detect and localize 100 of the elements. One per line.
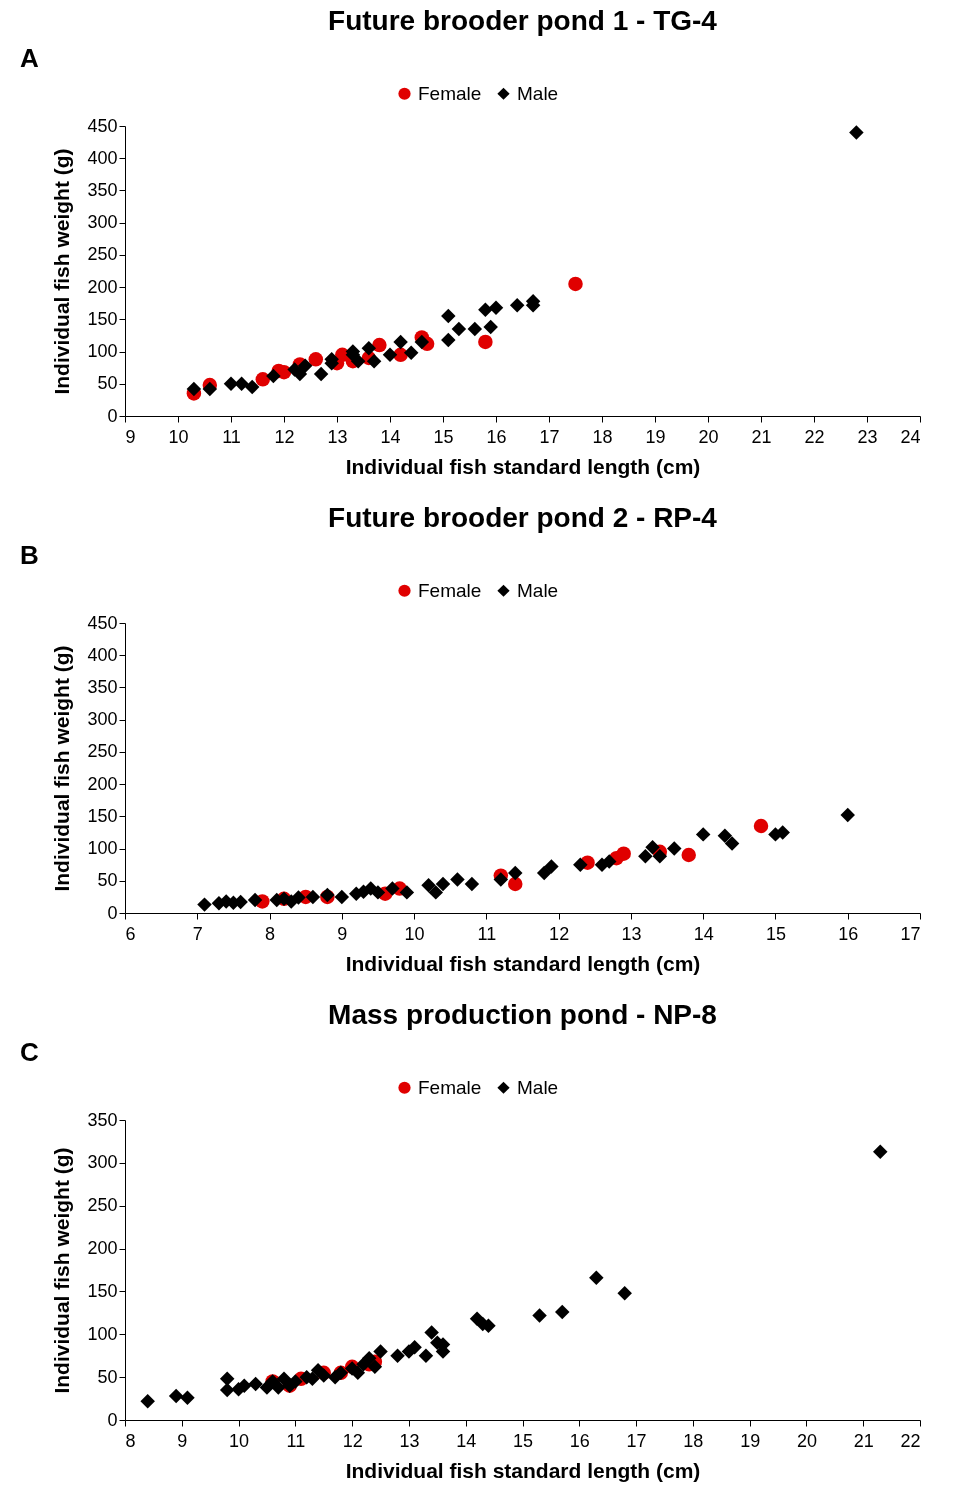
x-tick-label: 13 bbox=[327, 426, 348, 447]
point bbox=[180, 1390, 195, 1405]
point bbox=[308, 352, 324, 367]
x-tick-label: 18 bbox=[592, 426, 613, 447]
y-axis-title: Individual fish weight (g) bbox=[50, 645, 74, 892]
point bbox=[478, 334, 493, 350]
x-tick-label: 12 bbox=[274, 426, 295, 447]
point bbox=[616, 846, 631, 861]
point bbox=[414, 334, 430, 350]
y-tick-label: 0 bbox=[107, 1409, 118, 1430]
x-tick-label: 9 bbox=[177, 1430, 188, 1451]
point bbox=[509, 297, 525, 313]
point bbox=[390, 1348, 405, 1363]
x-tick-label: 18 bbox=[683, 1430, 704, 1451]
point bbox=[589, 1270, 604, 1285]
point bbox=[313, 366, 329, 382]
y-tick-label: 200 bbox=[87, 1238, 118, 1259]
point bbox=[451, 321, 467, 337]
point bbox=[361, 341, 377, 356]
x-tick-label: 20 bbox=[796, 1430, 817, 1451]
x-tick-label: 15 bbox=[512, 1430, 534, 1451]
point bbox=[441, 308, 456, 324]
x-tick-label: 22 bbox=[804, 426, 825, 447]
y-tick-label: 100 bbox=[87, 838, 118, 859]
legend-label: Female bbox=[418, 579, 482, 601]
y-tick-label: 100 bbox=[87, 1323, 118, 1344]
point bbox=[536, 865, 552, 881]
x-tick-label: 6 bbox=[125, 923, 136, 944]
point bbox=[168, 1388, 184, 1404]
point bbox=[361, 1351, 377, 1366]
text: C bbox=[20, 1037, 39, 1067]
point bbox=[717, 828, 733, 843]
x-tick-label: 8 bbox=[125, 1430, 136, 1451]
y-tick-label: 400 bbox=[87, 147, 118, 168]
x-tick-label: 11 bbox=[286, 1430, 306, 1451]
point bbox=[237, 1378, 252, 1393]
point bbox=[464, 876, 480, 892]
y-axis-title: Individual fish weight (g) bbox=[50, 148, 74, 395]
x-tick-label: 21 bbox=[751, 426, 772, 447]
x-axis-title: Individual fish standard length (cm) bbox=[345, 454, 701, 478]
y-tick-label: 350 bbox=[87, 179, 118, 200]
chart-title: Future brooder pond 2 - RP-4 bbox=[328, 502, 718, 533]
point bbox=[568, 276, 583, 292]
point bbox=[367, 1359, 383, 1375]
x-tick-label: 9 bbox=[125, 426, 136, 447]
point bbox=[248, 1376, 263, 1392]
point bbox=[695, 827, 711, 842]
x-tick-label: 19 bbox=[740, 1430, 761, 1451]
point bbox=[372, 337, 387, 353]
y-tick-label: 250 bbox=[87, 741, 118, 762]
x-tick-label: 10 bbox=[404, 923, 425, 944]
y-tick-label: 450 bbox=[87, 115, 118, 136]
x-tick-label: 13 bbox=[399, 1430, 420, 1451]
point bbox=[373, 1344, 388, 1359]
point bbox=[350, 353, 366, 369]
point bbox=[421, 878, 436, 893]
point bbox=[753, 818, 769, 834]
x-tick-label: 8 bbox=[265, 923, 276, 944]
x-tick-label: 17 bbox=[626, 1430, 647, 1451]
point bbox=[652, 849, 668, 864]
point bbox=[291, 890, 306, 905]
point bbox=[385, 881, 400, 896]
x-axis-title: Individual fish standard length (cm) bbox=[345, 951, 701, 975]
y-tick-label: 50 bbox=[97, 870, 118, 891]
x-tick-label: 14 bbox=[456, 1430, 477, 1451]
point bbox=[393, 334, 408, 350]
y-tick-label: 300 bbox=[87, 212, 118, 233]
point bbox=[370, 885, 386, 900]
y-tick-label: 400 bbox=[87, 644, 118, 665]
x-tick-label: 10 bbox=[168, 426, 189, 447]
legend-label: Female bbox=[418, 1076, 482, 1098]
point bbox=[407, 1339, 422, 1355]
x-tick-label: 12 bbox=[342, 1430, 363, 1451]
point bbox=[493, 872, 509, 887]
point bbox=[483, 319, 498, 335]
y-tick-label: 250 bbox=[87, 244, 118, 265]
x-tick-label: 19 bbox=[645, 426, 666, 447]
y-axis-title: Individual fish weight (g) bbox=[50, 1147, 74, 1394]
x-tick-label: 13 bbox=[621, 923, 642, 944]
point bbox=[424, 1325, 439, 1340]
x-tick-label: 11 bbox=[477, 923, 497, 944]
text: B bbox=[20, 540, 39, 570]
chart-title: Future brooder pond 1 - TG-4 bbox=[328, 5, 718, 36]
y-tick-label: 300 bbox=[87, 709, 118, 730]
point bbox=[840, 807, 855, 823]
point bbox=[334, 889, 350, 905]
chart-title: Mass production pond - NP-8 bbox=[328, 999, 717, 1030]
point bbox=[403, 345, 419, 361]
point bbox=[219, 1371, 235, 1387]
x-tick-label: 15 bbox=[765, 923, 786, 944]
point bbox=[247, 892, 263, 908]
point bbox=[667, 841, 682, 856]
y-tick-label: 150 bbox=[87, 1280, 118, 1301]
point bbox=[441, 332, 456, 348]
point bbox=[186, 381, 202, 397]
point bbox=[544, 859, 559, 874]
x-tick-label: 15 bbox=[433, 426, 454, 447]
y-tick-label: 150 bbox=[87, 308, 118, 329]
x-tick-label: 9 bbox=[337, 923, 348, 944]
point bbox=[555, 1304, 570, 1320]
